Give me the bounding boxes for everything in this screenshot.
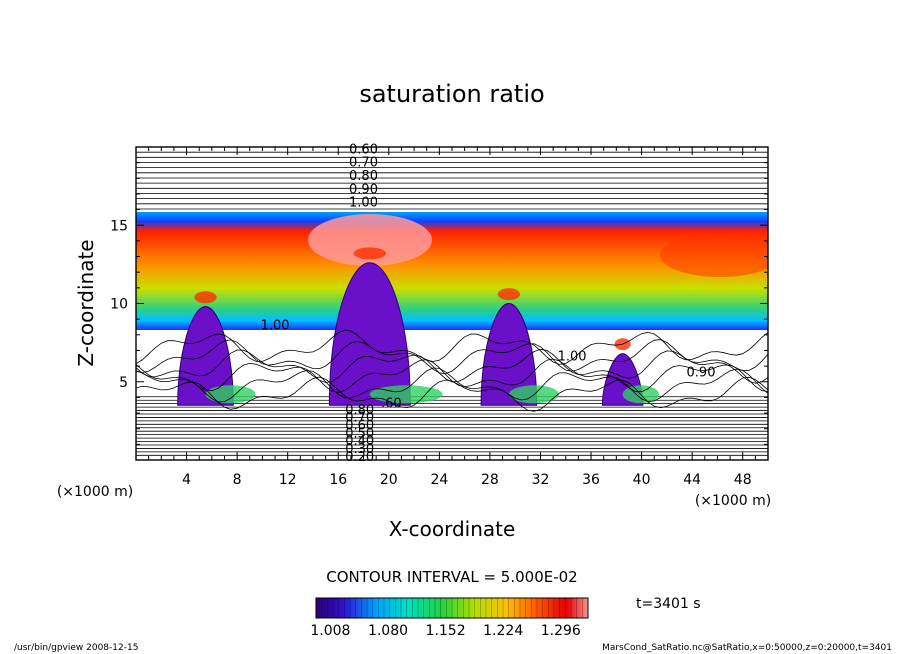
cloud-tower bbox=[328, 262, 411, 406]
colorbar-label: 1.080 bbox=[368, 623, 408, 639]
contour-label-top: 0.70 bbox=[349, 156, 378, 171]
contour-label-bottom: 0.60 bbox=[345, 419, 374, 434]
x-tick-label: 44 bbox=[683, 472, 701, 488]
contour-label-inline: 0.90 bbox=[687, 365, 716, 380]
y-axis: 5 10 15 bbox=[110, 146, 768, 461]
y-axis-label: Z-coordinate bbox=[74, 239, 98, 366]
contour-line-mid bbox=[136, 367, 768, 403]
plot-area bbox=[136, 147, 768, 460]
x-unit-right: (×1000 m) bbox=[695, 493, 771, 509]
x-axis-label: X-coordinate bbox=[389, 517, 516, 541]
contour-line-mid bbox=[136, 329, 768, 365]
y-tick-label: 10 bbox=[110, 297, 128, 313]
contour-label-bottom: 0.70 bbox=[345, 411, 374, 426]
contour-line-mid bbox=[136, 358, 768, 393]
x-tick-label: 28 bbox=[481, 472, 499, 488]
x-tick-label: 20 bbox=[380, 472, 398, 488]
x-unit-left: (×1000 m) bbox=[57, 484, 133, 500]
cloud-base-moist bbox=[205, 385, 256, 404]
band-edge-left bbox=[660, 233, 768, 277]
contour-label-bottom: 0.80 bbox=[345, 403, 374, 418]
contour-label-bottom: 0.20 bbox=[345, 450, 374, 465]
colorbar-label: 1.224 bbox=[483, 623, 523, 639]
footer-left: /usr/bin/gpview 2008-12-15 bbox=[14, 643, 138, 653]
colorbar-label: 1.152 bbox=[426, 623, 466, 639]
tower-top-hot bbox=[497, 288, 521, 301]
footer-right: MarsCond_SatRatio.nc@SatRatio,x=0:50000,… bbox=[602, 643, 892, 653]
contour-label-bottom: 0.40 bbox=[345, 434, 374, 449]
contour-label-bottom: 0.30 bbox=[345, 442, 374, 457]
chart-title: saturation ratio bbox=[359, 80, 544, 108]
x-tick-label: 36 bbox=[582, 472, 600, 488]
contour-label-inline: .60 bbox=[381, 397, 402, 412]
saturation-band bbox=[136, 212, 768, 330]
x-tick-label: 8 bbox=[233, 472, 242, 488]
x-tick-label: 32 bbox=[532, 472, 550, 488]
cloud-base-moist bbox=[369, 385, 443, 404]
contour-label-inline: 1.00 bbox=[558, 350, 587, 365]
x-axis: 4 8 12 16 20 24 28 32 36 40 44 48 bbox=[135, 147, 769, 488]
y-tick-label: 15 bbox=[110, 218, 128, 234]
contour-label-top: 0.90 bbox=[349, 182, 378, 197]
x-tick-label: 40 bbox=[633, 472, 651, 488]
x-tick-label: 48 bbox=[734, 472, 752, 488]
contour-label-top: 1.00 bbox=[349, 196, 378, 211]
cloud-towers bbox=[177, 247, 660, 406]
lower-contour-lines bbox=[136, 396, 768, 456]
cloud-base-moist bbox=[508, 385, 559, 404]
colorbar-label: 1.008 bbox=[310, 623, 350, 639]
contour-label-bottom: 0.50 bbox=[345, 426, 374, 441]
contour-label-top: 0.80 bbox=[349, 169, 378, 184]
x-tick-label: 4 bbox=[182, 472, 191, 488]
cloud-tower bbox=[480, 302, 538, 406]
colorbar-label: 1.296 bbox=[541, 623, 581, 639]
upper-contour-lines bbox=[136, 147, 768, 210]
x-tick-label: 24 bbox=[430, 472, 448, 488]
cloud-tower bbox=[177, 306, 234, 406]
y-tick-label: 5 bbox=[119, 375, 128, 391]
time-label: t=3401 s bbox=[636, 596, 701, 612]
contour-interval-label: CONTOUR INTERVAL = 5.000E-02 bbox=[326, 568, 577, 586]
x-tick-label: 12 bbox=[279, 472, 297, 488]
x-tick-label: 16 bbox=[329, 472, 347, 488]
band-hot-core bbox=[308, 214, 432, 266]
colorbar-ticks bbox=[321, 598, 583, 618]
contour-label-inline: 1.00 bbox=[261, 318, 290, 333]
colorbar-labels: 1.008 1.080 1.152 1.224 1.296 bbox=[310, 623, 581, 639]
tower-top-hot bbox=[194, 291, 217, 304]
mid-contour-lines bbox=[136, 329, 768, 412]
tower-top-hot bbox=[353, 247, 387, 260]
contour-labels: 0.600.700.800.901.000.800.700.600.500.40… bbox=[261, 142, 716, 465]
